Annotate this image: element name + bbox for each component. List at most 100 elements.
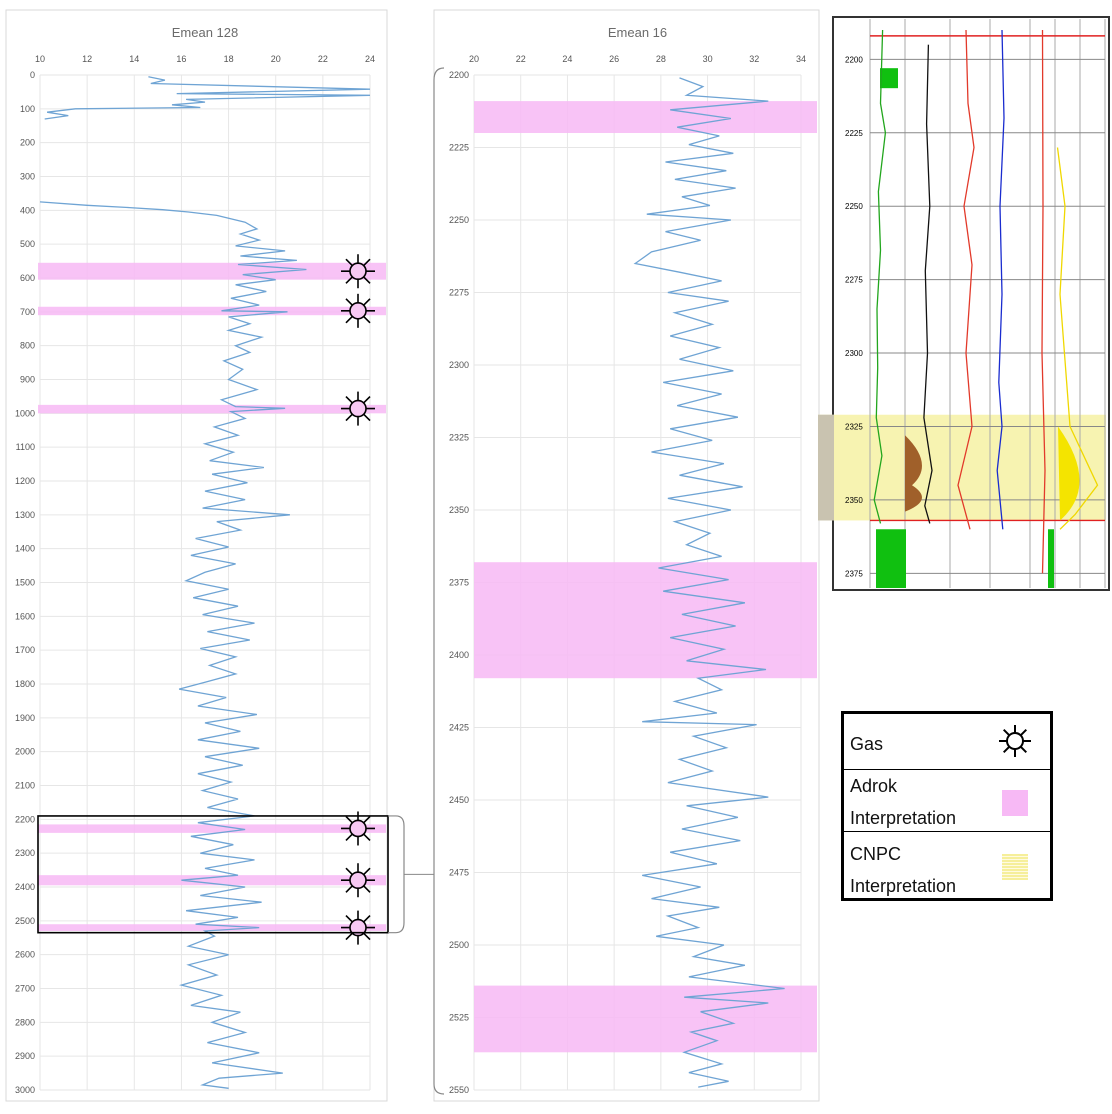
panel-a-y-tick-label: 500 bbox=[20, 239, 35, 249]
panel-b-x-tick-label: 22 bbox=[516, 54, 526, 64]
panel-b-y-tick-label: 2375 bbox=[449, 578, 469, 588]
gas-icon bbox=[341, 293, 375, 328]
gas-icon bbox=[341, 863, 375, 898]
panel-a-y-tick-label: 1300 bbox=[15, 510, 35, 520]
panel-b-emean-trace bbox=[633, 77, 785, 1088]
panel-b-title: Emean 16 bbox=[608, 25, 667, 40]
panel-a-y-tick-label: 2000 bbox=[15, 747, 35, 757]
panel-b-x-tick-label: 30 bbox=[703, 54, 713, 64]
gas-center bbox=[349, 819, 367, 838]
panel-a-y-tick-label: 1400 bbox=[15, 544, 35, 554]
panel-b-y-tick-label: 2300 bbox=[449, 360, 469, 370]
adrok-swatch bbox=[1002, 790, 1028, 816]
panel-b-y-tick-label: 2500 bbox=[449, 940, 469, 950]
panel-a-y-tick-label: 1600 bbox=[15, 611, 35, 621]
gas-center bbox=[349, 871, 367, 890]
well-log-depth-label: 2250 bbox=[845, 202, 863, 211]
well-log-depth-label: 2225 bbox=[845, 129, 863, 138]
panel-b-x-tick-label: 24 bbox=[562, 54, 572, 64]
panel-b-y-tick-label: 2450 bbox=[449, 795, 469, 805]
well-log-depth-label: 2300 bbox=[845, 349, 863, 358]
legend-adrok-label: Adrok Interpretation bbox=[850, 776, 957, 828]
well-log-green-fill bbox=[876, 529, 906, 588]
legend-row-cnpc: CNPC Interpretation bbox=[844, 832, 1050, 898]
gas-center bbox=[349, 918, 367, 937]
panel-a-y-tick-label: 2100 bbox=[15, 781, 35, 791]
panel-a-y-tick-label: 600 bbox=[20, 273, 35, 283]
panel-a-adrok-band bbox=[38, 824, 386, 833]
panel-a-y-tick-label: 800 bbox=[20, 341, 35, 351]
gas-center bbox=[349, 262, 367, 281]
panel-a-y-tick-label: 2800 bbox=[15, 1017, 35, 1027]
panel-a-y-tick-label: 3000 bbox=[15, 1085, 35, 1095]
well-log-yellow-fill bbox=[1058, 426, 1080, 521]
panel-a-x-tick-label: 16 bbox=[176, 54, 186, 64]
panel-a-y-tick-label: 1800 bbox=[15, 679, 35, 689]
zoom-bracket-a bbox=[388, 815, 405, 934]
panel-b-y-tick-label: 2325 bbox=[449, 433, 469, 443]
zoom-box bbox=[37, 815, 389, 934]
panel-b-x-tick-label: 26 bbox=[609, 54, 619, 64]
well-log-green-fill bbox=[1048, 529, 1054, 588]
well-log-curve bbox=[923, 44, 933, 524]
cnpc-band-tab bbox=[818, 414, 834, 521]
well-log-depth-label: 2275 bbox=[845, 276, 863, 285]
well-log-curve bbox=[957, 29, 975, 530]
panel-a-x-tick-label: 24 bbox=[365, 54, 375, 64]
panel-a-title: Emean 128 bbox=[172, 25, 239, 40]
well-log-green-fill bbox=[880, 68, 898, 89]
panel-b-y-tick-label: 2475 bbox=[449, 868, 469, 878]
panel-b-adrok-band bbox=[474, 562, 817, 679]
panel-a-adrok-band bbox=[38, 924, 386, 931]
panel-b-x-tick-label: 28 bbox=[656, 54, 666, 64]
gas-icon bbox=[341, 254, 375, 289]
legend: Gas Adrok Interpretation CNPC Interpreta… bbox=[841, 711, 1053, 901]
panel-a-x-tick-label: 14 bbox=[129, 54, 139, 64]
panel-b-y-tick-label: 2250 bbox=[449, 215, 469, 225]
panel-b-adrok-band bbox=[474, 985, 817, 1053]
well-log-curve bbox=[1041, 29, 1046, 574]
panel-b-frame bbox=[433, 9, 820, 1102]
panel-a-y-tick-label: 1100 bbox=[16, 442, 35, 452]
panel-a-y-tick-label: 1500 bbox=[15, 578, 35, 588]
panel-a-emean-trace bbox=[39, 201, 307, 1089]
well-log-curve bbox=[873, 29, 887, 524]
well-log-curve bbox=[996, 29, 1005, 530]
gas-center bbox=[349, 399, 367, 418]
legend-gas-label: Gas bbox=[850, 734, 884, 754]
panel-a-y-tick-label: 1200 bbox=[15, 476, 35, 486]
panel-a-emean-trace bbox=[44, 76, 371, 120]
legend-cnpc-label: CNPC Interpretation bbox=[850, 844, 957, 896]
panel-b-y-tick-label: 2350 bbox=[449, 505, 469, 515]
panel-a-y-tick-label: 2900 bbox=[15, 1051, 35, 1061]
panel-a-x-tick-label: 10 bbox=[35, 54, 45, 64]
gas-center bbox=[349, 302, 367, 320]
panel-b-y-tick-label: 2200 bbox=[449, 70, 469, 80]
panel-a-adrok-band bbox=[38, 875, 386, 886]
panel-a-y-tick-label: 100 bbox=[20, 104, 35, 114]
panel-b-y-tick-label: 2550 bbox=[449, 1085, 469, 1095]
gas-icon bbox=[999, 725, 1031, 757]
well-log-curve bbox=[1056, 147, 1099, 530]
panel-b-x-tick-label: 32 bbox=[749, 54, 759, 64]
panel-b-y-tick-label: 2525 bbox=[449, 1013, 469, 1023]
panel-a-x-tick-label: 20 bbox=[271, 54, 281, 64]
panel-a-x-tick-label: 22 bbox=[318, 54, 328, 64]
gas-icon bbox=[341, 391, 375, 426]
panel-a-y-tick-label: 700 bbox=[20, 307, 35, 317]
well-log-brown-fill bbox=[905, 435, 922, 512]
panel-a-y-tick-label: 2300 bbox=[15, 848, 35, 858]
legend-row-gas: Gas bbox=[844, 714, 1050, 770]
cnpc-swatch bbox=[1002, 854, 1028, 880]
panel-a-y-tick-label: 1700 bbox=[15, 645, 35, 655]
well-log-depth-label: 2350 bbox=[845, 496, 863, 505]
panel-a-y-tick-label: 2200 bbox=[15, 814, 35, 824]
well-log-depth-label: 2200 bbox=[845, 55, 863, 64]
panel-a-x-tick-label: 18 bbox=[224, 54, 234, 64]
panel-a-y-tick-label: 2500 bbox=[15, 916, 35, 926]
panel-b-x-tick-label: 20 bbox=[469, 54, 479, 64]
panel-a-frame bbox=[5, 9, 388, 1102]
panel-a-adrok-band bbox=[38, 262, 386, 280]
panel-b-y-tick-label: 2425 bbox=[449, 723, 469, 733]
panel-b-y-tick-label: 2225 bbox=[449, 143, 469, 153]
